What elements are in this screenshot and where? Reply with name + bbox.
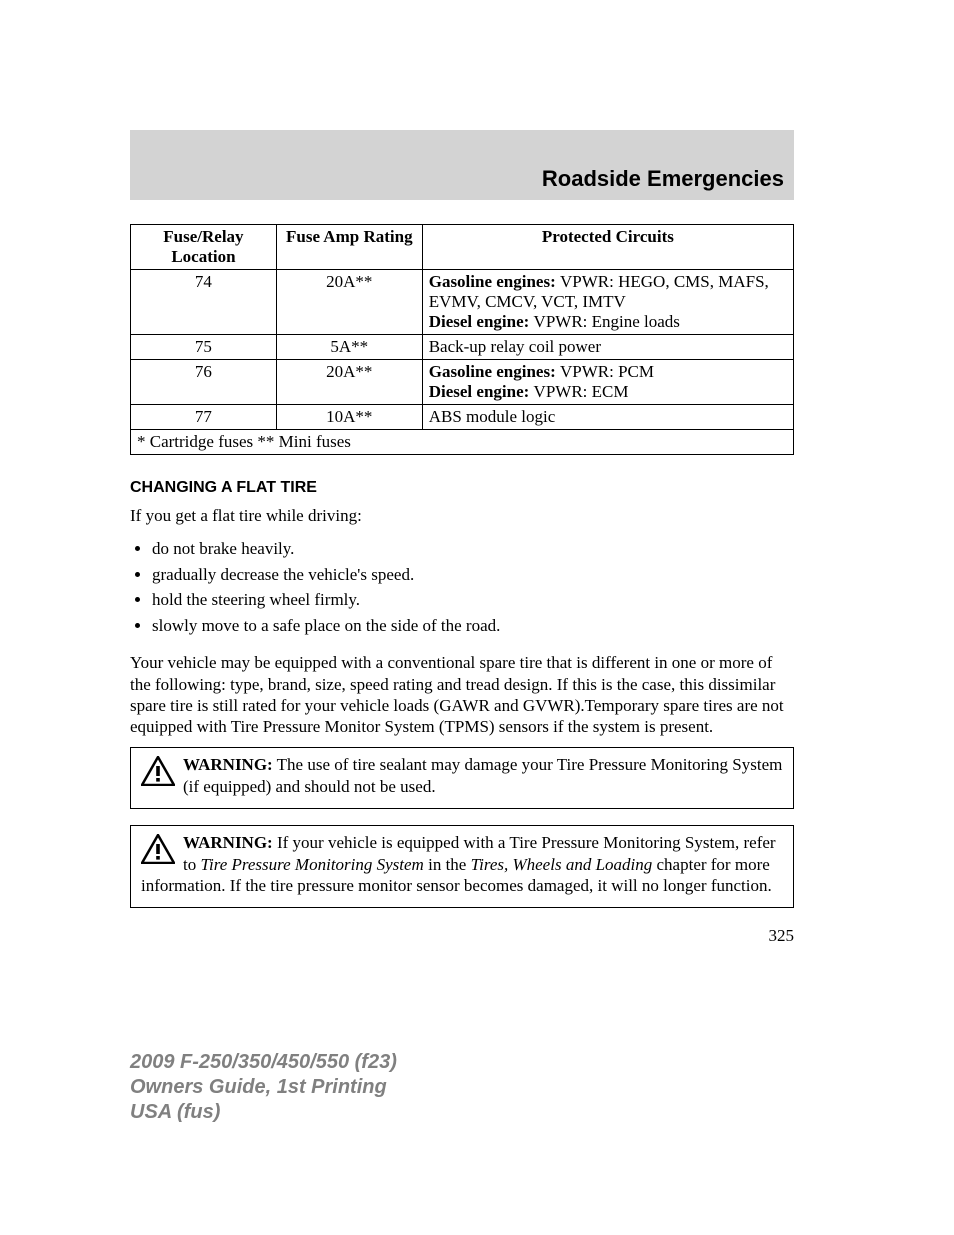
warning-icon (141, 756, 175, 786)
footer-text: USA (130, 1101, 177, 1123)
warning-text-italic: Tire Pressure Monitoring System (200, 855, 423, 874)
cell-circuits: Gasoline engines: VPWR: HEGO, CMS, MAFS,… (422, 270, 793, 335)
cell-circuits: Gasoline engines: VPWR: PCMDiesel engine… (422, 360, 793, 405)
chapter-header-bar: Roadside Emergencies (130, 130, 794, 200)
warning-box: WARNING: If your vehicle is equipped wit… (130, 825, 794, 908)
table-header-row: Fuse/Relay Location Fuse Amp Rating Prot… (131, 225, 794, 270)
table-footnote: * Cartridge fuses ** Mini fuses (131, 430, 794, 455)
cell-circuits: Back-up relay coil power (422, 335, 793, 360)
warning-text: The use of tire sealant may damage your … (183, 755, 782, 796)
table-row: 755A**Back-up relay coil power (131, 335, 794, 360)
cell-amp: 20A** (276, 270, 422, 335)
warning-icon (141, 834, 175, 864)
chapter-title: Roadside Emergencies (542, 166, 784, 192)
footer-text: (f23) (355, 1051, 397, 1073)
table-row: 7420A**Gasoline engines: VPWR: HEGO, CMS… (131, 270, 794, 335)
warning-text: in the (424, 855, 471, 874)
list-item: slowly move to a safe place on the side … (152, 613, 794, 639)
cell-amp: 10A** (276, 405, 422, 430)
warning-label: WARNING: (183, 755, 273, 774)
list-item: do not brake heavily. (152, 536, 794, 562)
footer-text: 2009 F-250/350/450/550 (130, 1051, 355, 1073)
page-number: 325 (130, 926, 794, 946)
page-content: Fuse/Relay Location Fuse Amp Rating Prot… (130, 224, 794, 946)
fuse-table: Fuse/Relay Location Fuse Amp Rating Prot… (130, 224, 794, 455)
section-heading: CHANGING A FLAT TIRE (130, 479, 794, 497)
cell-amp: 20A** (276, 360, 422, 405)
col-header: Fuse/Relay Location (131, 225, 277, 270)
cell-location: 76 (131, 360, 277, 405)
list-item: gradually decrease the vehicle's speed. (152, 562, 794, 588)
footer-line: 2009 F-250/350/450/550 (f23) (130, 1050, 397, 1075)
cell-location: 75 (131, 335, 277, 360)
col-header: Fuse Amp Rating (276, 225, 422, 270)
footer-block: 2009 F-250/350/450/550 (f23) Owners Guid… (130, 1050, 397, 1125)
footer-text: (fus) (177, 1101, 220, 1123)
intro-paragraph: If you get a flat tire while driving: (130, 505, 794, 526)
warning-label: WARNING: (183, 833, 273, 852)
page: Roadside Emergencies Fuse/Relay Location… (0, 0, 954, 1235)
body-paragraph: Your vehicle may be equipped with a conv… (130, 652, 794, 737)
bullet-list: do not brake heavily.gradually decrease … (152, 536, 794, 638)
warning-box: WARNING: The use of tire sealant may dam… (130, 747, 794, 809)
cell-amp: 5A** (276, 335, 422, 360)
footer-line: Owners Guide, 1st Printing (130, 1075, 397, 1100)
footer-line: USA (fus) (130, 1100, 397, 1125)
table-row: 7710A**ABS module logic (131, 405, 794, 430)
cell-location: 77 (131, 405, 277, 430)
col-header: Protected Circuits (422, 225, 793, 270)
cell-location: 74 (131, 270, 277, 335)
list-item: hold the steering wheel firmly. (152, 587, 794, 613)
table-footnote-row: * Cartridge fuses ** Mini fuses (131, 430, 794, 455)
table-row: 7620A**Gasoline engines: VPWR: PCMDiesel… (131, 360, 794, 405)
cell-circuits: ABS module logic (422, 405, 793, 430)
warning-text-italic: Tires, Wheels and Loading (471, 855, 653, 874)
